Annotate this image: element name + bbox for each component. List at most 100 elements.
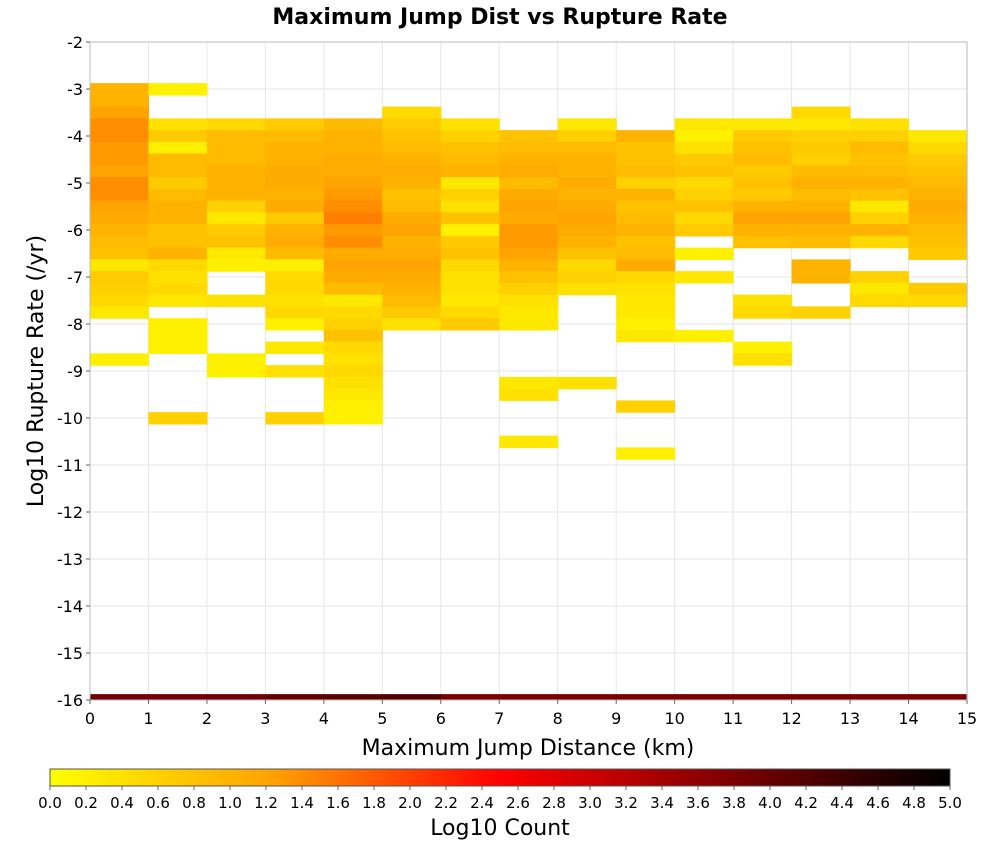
heatmap-cell xyxy=(850,282,910,296)
heatmap-cell xyxy=(674,130,734,143)
heatmap-cell xyxy=(148,188,208,202)
heatmap-cell xyxy=(908,247,968,260)
heatmap-cell xyxy=(382,224,442,237)
heatmap-cell xyxy=(265,341,325,354)
heatmap-cell xyxy=(206,141,266,155)
x-tick-label: 14 xyxy=(898,709,918,728)
heatmap-cell xyxy=(499,188,559,202)
heatmap-cell xyxy=(265,247,325,260)
heatmap-cell xyxy=(733,235,793,249)
heatmap-cell xyxy=(382,165,442,178)
heatmap-cell xyxy=(791,153,851,166)
colorbar-tick-label: 3.4 xyxy=(650,794,674,812)
heatmap-cell xyxy=(323,388,383,401)
y-tick-label: -2 xyxy=(67,33,83,52)
heatmap-cell xyxy=(733,294,793,307)
heatmap-cell xyxy=(265,412,325,425)
x-tick-label: 7 xyxy=(494,709,504,728)
heatmap-cell xyxy=(90,306,150,319)
colorbar-tick-label: 4.0 xyxy=(758,794,782,812)
heatmap-cell xyxy=(499,235,559,249)
heatmap-cell xyxy=(908,177,968,190)
heatmap-cell xyxy=(382,247,442,260)
heatmap-cell xyxy=(499,212,559,225)
heatmap-cell xyxy=(148,130,208,143)
heatmap-cell xyxy=(791,188,851,202)
heatmap-cell-bottom xyxy=(850,694,910,700)
heatmap-cell xyxy=(440,259,500,272)
heatmap-cell-bottom xyxy=(791,694,851,700)
heatmap-cell xyxy=(90,165,150,178)
colorbar-tick-label: 2.4 xyxy=(470,794,494,812)
heatmap-cell xyxy=(908,141,968,155)
heatmap-cell xyxy=(323,130,383,143)
colorbar-tick-label: 3.8 xyxy=(722,794,746,812)
heatmap-cell xyxy=(148,412,208,425)
y-tick-label: -11 xyxy=(57,456,83,475)
heatmap-cell xyxy=(674,329,734,343)
heatmap-cell xyxy=(616,153,676,166)
heatmap-cell xyxy=(499,388,559,401)
heatmap-cell-bottom xyxy=(148,694,208,700)
heatmap-cell xyxy=(674,247,734,260)
heatmap-cell xyxy=(616,306,676,319)
heatmap-cell xyxy=(499,200,559,213)
colorbar-ticks: 0.0 0.2 0.4 0.6 0.8 1.0 1.2 1.4 1.6 1.8 2.0 2.2 2.4 2… xyxy=(38,786,962,812)
colorbar-label: Log10 Count xyxy=(430,816,570,841)
heatmap-cell-bottom xyxy=(90,694,150,700)
heatmap-cell xyxy=(557,247,617,260)
colorbar-tick-label: 2.0 xyxy=(398,794,422,812)
heatmap-cell xyxy=(616,259,676,272)
heatmap-cell xyxy=(382,118,442,131)
heatmap-cell xyxy=(148,212,208,225)
x-tick-label: 12 xyxy=(781,709,801,728)
heatmap-cell xyxy=(265,365,325,378)
heatmap-cell xyxy=(791,271,851,284)
heatmap-cell xyxy=(850,294,910,307)
heatmap-cell xyxy=(733,141,793,155)
heatmap-cell xyxy=(499,376,559,390)
heatmap-cell xyxy=(616,329,676,343)
heatmap-cell xyxy=(557,200,617,213)
heatmap-cell xyxy=(557,376,617,390)
heatmap-cell xyxy=(265,165,325,178)
heatmap-cell xyxy=(206,118,266,131)
heatmap-cell xyxy=(850,165,910,178)
heatmap-cell xyxy=(440,282,500,296)
heatmap-cell xyxy=(616,282,676,296)
heatmap-cell xyxy=(382,259,442,272)
heatmap-cell xyxy=(440,188,500,202)
heatmap-cell xyxy=(791,212,851,225)
heatmap-cell xyxy=(148,83,208,96)
heatmap-cell xyxy=(616,318,676,331)
heatmap-cell xyxy=(850,130,910,143)
heatmap-cell xyxy=(616,212,676,225)
heatmap-cell xyxy=(148,177,208,190)
heatmap-cell xyxy=(382,106,442,119)
heatmap-cell xyxy=(791,259,851,272)
heatmap-cell-bottom xyxy=(323,694,383,700)
heatmap-cell xyxy=(440,177,500,190)
heatmap-cell-bottom xyxy=(908,694,968,700)
colorbar-tick-label: 1.0 xyxy=(218,794,242,812)
heatmap-cell xyxy=(382,141,442,155)
heatmap-cell xyxy=(440,118,500,131)
heatmap-cell xyxy=(850,271,910,284)
heatmap-cell xyxy=(733,188,793,202)
heatmap-cell xyxy=(499,165,559,178)
heatmap-cell xyxy=(499,282,559,296)
heatmap-cell xyxy=(733,306,793,319)
heatmap-cell xyxy=(616,271,676,284)
heatmap-cell xyxy=(323,365,383,378)
heatmap-cell xyxy=(206,212,266,225)
heatmap-cell xyxy=(616,165,676,178)
colorbar-tick-label: 0.8 xyxy=(182,794,206,812)
heatmap-cell xyxy=(323,329,383,343)
heatmap-cell xyxy=(206,259,266,272)
heatmap-cell xyxy=(265,294,325,307)
colorbar-tick-label: 2.8 xyxy=(542,794,566,812)
heatmap-cell xyxy=(265,153,325,166)
heatmap-cell xyxy=(616,447,676,460)
heatmap-cell xyxy=(206,224,266,237)
